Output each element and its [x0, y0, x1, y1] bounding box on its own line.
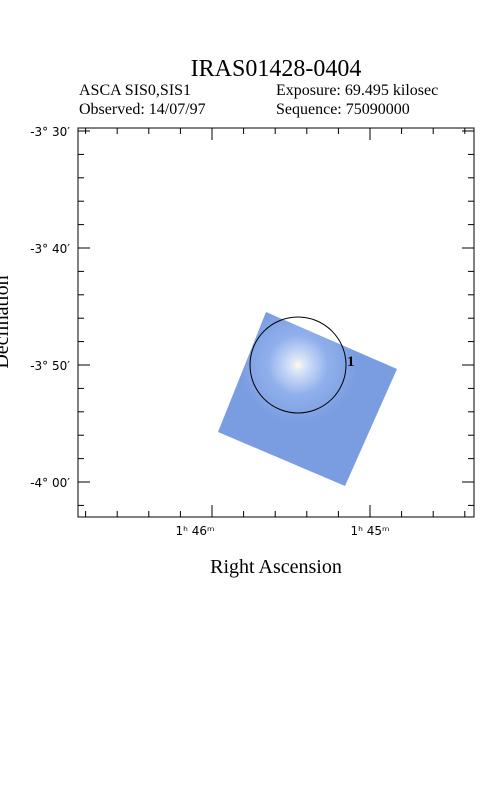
plot-frame: [77, 127, 475, 518]
exposure: Exposure: 69.495 kilosec: [276, 82, 438, 99]
sky-image: [218, 312, 397, 486]
x-tick-label: 1ʰ 45ᵐ: [350, 524, 389, 538]
y-tick-label: -3° 40′: [30, 242, 70, 256]
instrument: ASCA SIS0,SIS1: [79, 82, 191, 99]
y-tick-label: -4° 00′: [30, 476, 70, 490]
x-axis-label: Right Ascension: [210, 556, 342, 578]
y-tick-label: -3° 30′: [30, 125, 70, 139]
source-region: [249, 316, 347, 414]
observed: Observed: 14/07/97: [79, 101, 206, 118]
y-axis-label: Declination: [0, 275, 13, 368]
source-label: 1: [347, 354, 355, 370]
x-tick-label: 1ʰ 46ᵐ: [175, 524, 214, 538]
y-tick-label: -3° 50′: [30, 359, 70, 373]
title: IRAS01428-0404: [191, 56, 362, 82]
sequence: Sequence: 75090000: [276, 101, 410, 118]
